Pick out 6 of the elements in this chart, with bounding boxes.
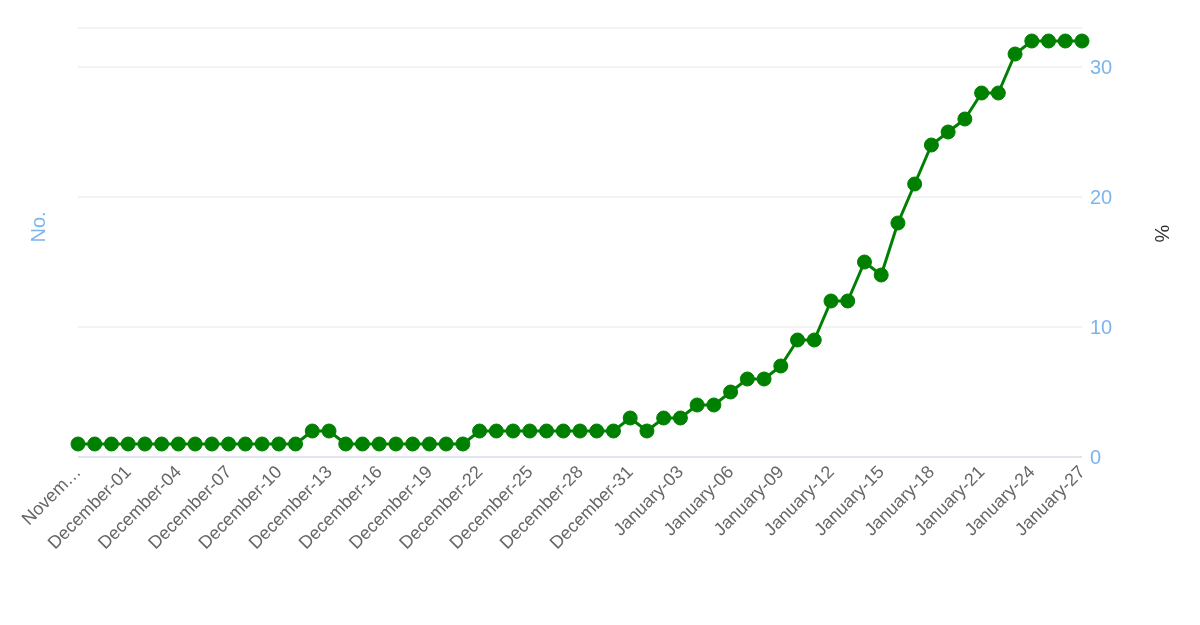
- y2-tick-label: 10: [1090, 316, 1113, 339]
- y2-tick-label: 20: [1090, 186, 1113, 209]
- y2-axis-title: %: [1150, 224, 1173, 243]
- y2-tick-label: 0: [1090, 446, 1102, 469]
- y-axis-title: No.: [27, 211, 50, 243]
- y2-tick-label: 30: [1090, 56, 1113, 79]
